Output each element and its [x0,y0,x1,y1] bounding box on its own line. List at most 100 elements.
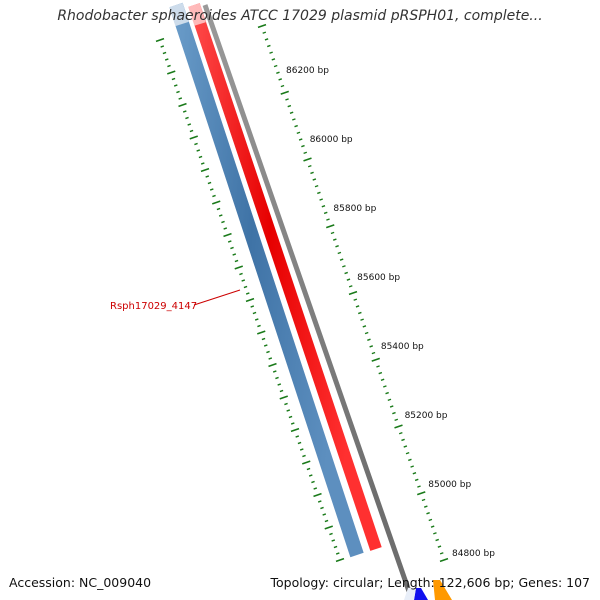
plasmid-backbone [202,4,415,600]
ruler-minor-tick [268,357,273,360]
ruler-minor-tick [250,305,255,308]
ruler-minor-tick [162,51,167,55]
ruler-minor-tick [223,227,228,230]
ruler-minor-tick [317,500,322,503]
ruler-minor-tick [398,431,403,435]
ruler-major-tick [301,460,311,465]
ruler-minor-tick [287,104,292,108]
ruler-minor-tick [160,45,165,48]
ruler-minor-tick [182,110,187,113]
ruler-minor-tick [346,278,351,281]
ruler-minor-tick [302,454,306,458]
edge-feature-orange[interactable] [433,580,452,600]
ruler-tick-label: 86000 bp [310,135,353,145]
gene-reverse-strand[interactable] [169,2,364,558]
ruler-minor-tick [295,435,300,438]
ruler-minor-tick [320,506,324,510]
ruler-tick-label: 85200 bp [405,411,448,421]
edge-feature-blue[interactable] [414,588,428,600]
ruler-minor-tick [367,338,371,341]
ruler-major-tick [268,362,277,368]
ruler-minor-tick [212,194,216,198]
ruler-major-tick [325,224,335,229]
ruler-minor-tick [266,350,270,354]
ruler-minor-tick [321,205,326,208]
ruler-major-tick [279,395,289,400]
ruler-minor-tick [364,331,369,335]
ruler-minor-tick [310,171,314,175]
ruler-minor-tick [196,149,201,152]
ruler-minor-tick [230,246,234,250]
ruler-major-tick [245,297,255,303]
gene-label[interactable]: Rsph17029_4147 [110,301,197,312]
ruler-minor-tick [245,292,250,295]
ruler-minor-tick [437,545,442,548]
gene-forward-strand[interactable] [188,3,382,551]
ruler-minor-tick [266,44,271,48]
ruler-tick-label: 84800 bp [452,549,495,559]
ruler-minor-tick [401,438,405,442]
ruler-ticks-inner [155,37,345,563]
ruler-minor-tick [333,545,338,549]
accession-text: Accession: NC_009040 [9,575,152,590]
ruler-minor-tick [331,539,336,542]
ruler-major-tick [211,200,221,205]
ruler-tick-label: 85000 bp [428,480,471,490]
ruler-minor-tick [330,231,335,235]
ruler-minor-tick [269,51,273,54]
plasmid-summary-text: Topology: circular; Length: 122,606 bp; … [270,575,591,590]
ruler-minor-tick [227,240,232,243]
ruler-minor-tick [280,84,285,88]
ruler-minor-tick [313,487,318,490]
ruler-minor-tick [198,155,203,159]
ruler-minor-tick [421,498,426,502]
ruler-minor-tick [353,298,358,301]
ruler-minor-tick [278,78,283,81]
ruler-minor-tick [205,175,210,178]
ruler-minor-tick [439,552,444,555]
ruler-minor-tick [289,111,294,114]
ruler-minor-tick [303,151,308,155]
ruler-minor-tick [423,505,428,508]
ruler-minor-tick [332,238,337,241]
ruler-major-tick [416,491,426,496]
ruler-major-tick [313,492,322,498]
ruler-minor-tick [344,271,349,275]
ruler-minor-tick [308,474,313,477]
ruler-minor-tick [288,415,293,419]
ruler-minor-tick [312,178,317,181]
ruler-minor-tick [314,184,319,188]
ruler-minor-tick [200,162,205,165]
ruler-minor-tick [272,370,277,373]
ruler-minor-tick [285,98,289,101]
ruler-minor-tick [298,138,303,141]
ruler-minor-tick [378,371,383,375]
ruler-major-tick [166,70,176,75]
ruler-major-tick [189,135,199,140]
ruler-minor-tick [335,552,340,555]
ruler-minor-tick [357,311,362,315]
ruler-minor-tick [216,207,221,211]
ruler-minor-tick [173,84,178,87]
ruler-minor-tick [178,97,183,100]
ruler-minor-tick [167,64,171,68]
ruler-minor-tick [311,480,315,484]
ruler-minor-tick [342,265,346,268]
ruler-minor-tick [262,31,267,34]
ruler-minor-tick [371,351,376,355]
ruler-labels: 86200 bp 86000 bp 85800 bp 85600 bp 85400 bp… [286,66,495,559]
ruler-minor-tick [403,445,408,448]
ruler-major-tick [335,557,345,563]
ruler-minor-tick [394,418,399,422]
ruler-minor-tick [209,188,214,191]
ruler-minor-tick [221,220,225,224]
edge-feature-white [404,588,416,600]
ruler-minor-tick [297,441,302,445]
ruler-tick-label: 85800 bp [333,204,376,214]
ruler-minor-tick [339,258,344,261]
ruler-minor-tick [389,405,394,408]
ruler-minor-tick [241,279,246,282]
ruler-minor-tick [239,272,243,276]
ruler-minor-tick [243,285,248,289]
